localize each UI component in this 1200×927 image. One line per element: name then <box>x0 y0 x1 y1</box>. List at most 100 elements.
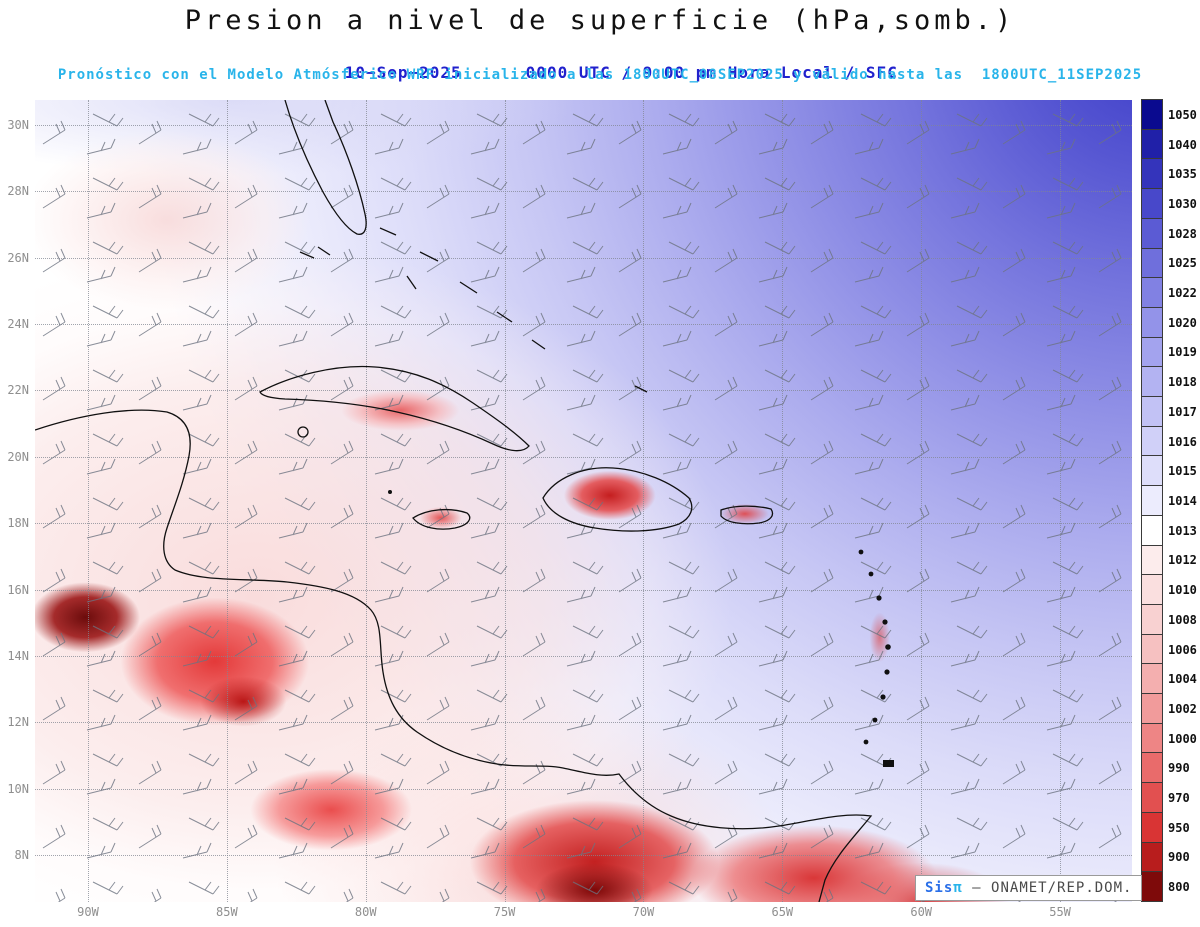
coast-hispaniola <box>542 467 693 532</box>
colorbar-label: 1004 <box>1168 672 1197 687</box>
colorbar-swatch <box>1141 158 1163 190</box>
coast-lesser-antilles <box>388 490 894 767</box>
colorbar-swatch <box>1141 871 1163 902</box>
coastlines-layer <box>35 100 894 902</box>
lon-tick-label: 90W <box>77 905 99 919</box>
colorbar-label: 1006 <box>1168 642 1197 657</box>
colorbar-label: 1000 <box>1168 731 1197 746</box>
lat-tick-label: 20N <box>7 449 29 464</box>
lat-tick-label: 16N <box>7 582 29 597</box>
colorbar-swatch <box>1141 514 1163 546</box>
lon-tick-label: 60W <box>910 905 933 919</box>
forecast-time: 0000 UTC / 9:00 pm Hora Local / SFC <box>525 63 898 82</box>
colorbar-swatch <box>1141 693 1163 724</box>
credit-brand-symbol: π <box>953 880 963 896</box>
colorbar-swatch <box>1141 277 1163 308</box>
colorbar-label: 1017 <box>1168 404 1197 419</box>
colorbar-swatch <box>1141 485 1163 516</box>
colorbar-swatch <box>1141 396 1163 427</box>
lon-tick-label: 70W <box>632 905 655 919</box>
colorbar-row: 1050 <box>1141 99 1198 130</box>
credit-brand: Sis <box>925 880 954 896</box>
colorbar-swatch <box>1141 633 1163 665</box>
colorbar-label: 990 <box>1168 761 1190 776</box>
colorbar-row: 990 <box>1141 752 1198 784</box>
colorbar-label: 1022 <box>1168 286 1197 301</box>
colorbar-swatch <box>1141 663 1163 695</box>
colorbar-row: 1019 <box>1141 336 1198 368</box>
colorbar-swatch <box>1141 574 1163 605</box>
colorbar-swatch <box>1141 811 1163 843</box>
colorbar-swatch <box>1141 247 1163 279</box>
colorbar-row: 1020 <box>1141 306 1198 338</box>
colorbar-label: 1002 <box>1168 701 1197 716</box>
colorbar-row: 1016 <box>1141 425 1198 457</box>
colorbar-label: 1028 <box>1168 226 1197 241</box>
wind-barbs-layer <box>35 100 1132 902</box>
colorbar-row: 1025 <box>1141 247 1198 279</box>
colorbar-row: 1004 <box>1141 663 1198 695</box>
coast-isle-of-youth <box>297 426 309 438</box>
lat-tick-label: 22N <box>7 383 29 398</box>
colorbar-row: 1000 <box>1141 722 1198 754</box>
colorbar-row: 950 <box>1141 811 1198 843</box>
lat-tick-label: 28N <box>7 184 29 199</box>
valid-time-line: 10−Sep−2025 0000 UTC / 9:00 pm Hora Local… <box>0 44 1200 101</box>
colorbar-swatch <box>1141 366 1163 398</box>
colorbar-row: 1006 <box>1141 633 1198 665</box>
colorbar-swatch <box>1141 306 1163 338</box>
colorbar-row: 800 <box>1141 871 1198 902</box>
colorbar-swatch <box>1141 841 1163 873</box>
colorbar-row: 1014 <box>1141 485 1198 516</box>
colorbar-label: 1035 <box>1168 167 1197 182</box>
colorbar-swatch <box>1141 425 1163 457</box>
colorbar-row: 1018 <box>1141 366 1198 398</box>
colorbar-label: 1016 <box>1168 434 1197 449</box>
colorbar-label: 1015 <box>1168 464 1197 479</box>
colorbar-swatch <box>1141 99 1163 130</box>
lon-tick-label: 80W <box>354 905 377 919</box>
coast-florida <box>284 100 367 235</box>
colorbar-label: 1020 <box>1168 315 1197 330</box>
lat-tick-label: 18N <box>7 516 29 531</box>
coast-jamaica <box>412 508 471 530</box>
colorbar-row: 1030 <box>1141 188 1198 219</box>
colorbar-label: 1013 <box>1168 523 1197 538</box>
colorbar-label: 1040 <box>1168 137 1197 152</box>
colorbar-row: 1013 <box>1141 514 1198 546</box>
colorbar-label: 970 <box>1168 791 1190 806</box>
colorbar-swatch <box>1141 455 1163 487</box>
colorbar-label: 950 <box>1168 820 1190 835</box>
colorbar-row: 1012 <box>1141 544 1198 576</box>
lon-tick-label: 55W <box>1049 905 1071 919</box>
forecast-date: 10−Sep−2025 <box>344 63 462 82</box>
lon-tick-label: 75W <box>493 905 516 919</box>
colorbar-row: 1035 <box>1141 158 1198 190</box>
colorbar-label: 1008 <box>1168 612 1197 627</box>
colorbar-swatch <box>1141 603 1163 635</box>
colorbar-swatch <box>1141 544 1163 576</box>
page-title: Presion a nivel de superficie (hPa,somb.… <box>184 5 1016 36</box>
colorbar-label: 1030 <box>1168 196 1197 211</box>
colorbar-label: 1050 <box>1168 107 1197 122</box>
colorbar-label: 900 <box>1168 850 1190 865</box>
colorbar-label: 1014 <box>1168 493 1197 508</box>
colorbar: 1050 1040 1035 1030 1028 1025 1022 1020 1019 1018… <box>1141 99 1198 902</box>
colorbar-label: 800 <box>1168 880 1190 895</box>
colorbar-row: 1017 <box>1141 396 1198 427</box>
lon-tick-label: 85W <box>216 905 238 919</box>
pressure-map <box>35 100 1132 902</box>
lat-tick-label: 24N <box>7 317 29 332</box>
lat-tick-label: 12N <box>7 715 29 730</box>
lat-tick-label: 30N <box>7 118 29 133</box>
colorbar-label: 1025 <box>1168 256 1197 271</box>
colorbar-swatch <box>1141 188 1163 219</box>
colorbar-swatch <box>1141 722 1163 754</box>
lat-tick-label: 14N <box>7 648 29 663</box>
model-info-line: Pronóstico con el Modelo Atmósferico WRF… <box>57 67 1143 83</box>
colorbar-label: 1010 <box>1168 583 1197 598</box>
coast-cuba <box>259 365 530 452</box>
lon-axis: 90W 85W 80W 75W 70W 65W 60W 55W <box>35 903 1132 923</box>
lat-tick-label: 8N <box>14 847 29 862</box>
colorbar-swatch <box>1141 782 1163 813</box>
